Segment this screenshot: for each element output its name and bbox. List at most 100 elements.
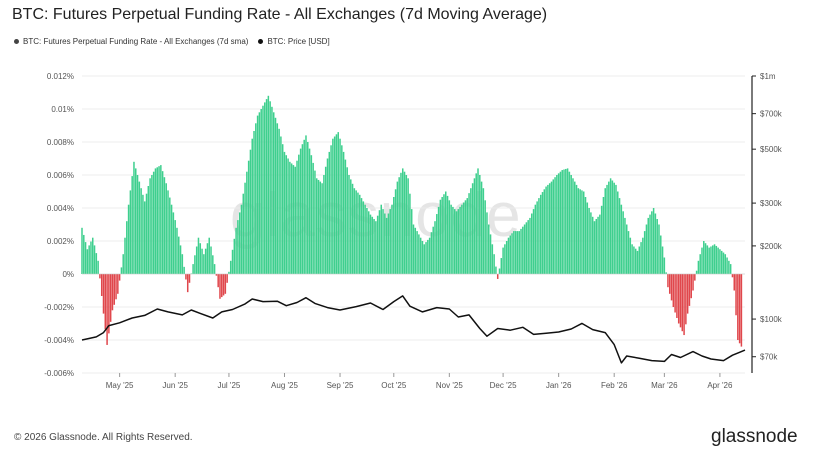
funding-bar-negative — [679, 274, 682, 328]
funding-bar-positive — [364, 204, 366, 274]
funding-bar-positive — [720, 250, 723, 274]
funding-bar-negative — [668, 274, 671, 294]
funding-bar-positive — [358, 194, 361, 274]
funding-bar-positive — [572, 178, 574, 274]
funding-bar-positive — [531, 213, 533, 274]
funding-bar-positive — [586, 202, 589, 274]
funding-bar-positive — [152, 171, 155, 274]
funding-bar-positive — [178, 236, 180, 274]
funding-bar-positive — [385, 217, 388, 274]
funding-bar-positive — [328, 151, 331, 274]
funding-bar-positive — [636, 250, 639, 274]
funding-bar-positive — [376, 215, 379, 274]
funding-bar-positive — [272, 112, 275, 274]
funding-bar-positive — [393, 197, 395, 274]
funding-bar-positive — [427, 239, 429, 274]
funding-bar-positive — [264, 102, 266, 275]
y-right-tick-label: $1m — [760, 72, 776, 81]
funding-bar-positive — [351, 183, 354, 274]
funding-bar-positive — [529, 217, 531, 274]
funding-bar-positive — [231, 249, 234, 274]
funding-bar-positive — [160, 165, 162, 274]
funding-bar-positive — [203, 254, 205, 274]
funding-bar-positive — [717, 247, 719, 274]
y-left-tick-label: 0.004% — [47, 204, 74, 213]
funding-bar-positive — [606, 184, 608, 274]
funding-bar-positive — [638, 246, 641, 274]
funding-bar-positive — [138, 181, 141, 274]
funding-bar-positive — [504, 244, 506, 274]
funding-bar-positive — [473, 178, 476, 274]
legend-item-price[interactable]: BTC: Price [USD] — [258, 37, 330, 46]
funding-bar-positive — [353, 188, 356, 274]
funding-bar-positive — [197, 237, 200, 274]
funding-bar-positive — [704, 243, 707, 274]
funding-bar-positive — [235, 227, 237, 274]
legend-dot-price — [258, 39, 264, 44]
funding-bar-positive — [91, 237, 94, 274]
y-left-tick-label: 0.01% — [51, 105, 74, 114]
funding-bar-positive — [319, 181, 322, 274]
funding-bar-positive — [378, 210, 381, 274]
funding-bar-negative — [685, 274, 687, 325]
funding-bar-negative — [118, 274, 121, 281]
funding-bar-positive — [710, 246, 712, 274]
funding-bar-positive — [488, 224, 490, 274]
y-left-tick-label: -0.006% — [44, 369, 74, 378]
funding-bar-positive — [728, 260, 730, 274]
funding-bar-positive — [384, 213, 386, 274]
funding-bar-positive — [163, 177, 166, 274]
legend-label-price: BTC: Price [USD] — [267, 37, 330, 46]
funding-bar-positive — [665, 272, 667, 274]
funding-bar-negative — [740, 274, 743, 347]
funding-bar-positive — [574, 181, 576, 274]
funding-bar-positive — [577, 188, 580, 274]
funding-bar-positive — [699, 254, 701, 274]
funding-bar-positive — [283, 151, 286, 274]
funding-bar-positive — [208, 237, 210, 274]
funding-bar-positive — [278, 128, 280, 274]
funding-bar-positive — [249, 149, 252, 274]
funding-bar-positive — [654, 213, 657, 274]
funding-bar-positive — [561, 170, 563, 274]
funding-bar-positive — [430, 232, 433, 274]
funding-bar-positive — [518, 231, 520, 274]
funding-bar-negative — [106, 274, 108, 345]
x-tick-label: Dec '25 — [490, 381, 517, 390]
funding-bar-positive — [136, 175, 139, 274]
funding-bar-positive — [534, 204, 537, 274]
funding-bar-positive — [84, 242, 87, 274]
funding-bar-positive — [627, 231, 630, 274]
funding-bar-positive — [332, 138, 334, 274]
funding-bar-positive — [181, 254, 184, 274]
funding-bar-negative — [681, 274, 684, 332]
funding-bar-positive — [287, 158, 289, 274]
funding-bar-positive — [584, 197, 587, 274]
funding-bar-negative — [690, 274, 692, 299]
funding-bar-positive — [237, 220, 239, 274]
funding-bar-negative — [224, 274, 227, 294]
funding-bar-positive — [357, 192, 359, 274]
funding-bar-negative — [186, 274, 189, 293]
funding-bar-positive — [296, 160, 298, 274]
funding-bar-positive — [212, 255, 214, 274]
funding-bar-positive — [724, 254, 727, 274]
funding-bar-positive — [307, 142, 309, 274]
funding-bar-positive — [609, 178, 612, 274]
funding-bar-positive — [412, 224, 415, 274]
funding-bar-positive — [301, 144, 304, 274]
funding-bar-positive — [305, 135, 307, 274]
funding-bar-positive — [556, 175, 558, 274]
price-line — [81, 295, 746, 364]
funding-bar-positive — [713, 244, 716, 274]
funding-bar-positive — [337, 132, 339, 274]
funding-bar-positive — [366, 208, 368, 274]
funding-bar-positive — [317, 179, 320, 274]
legend-item-funding-rate[interactable]: BTC: Futures Perpetual Funding Rate - Al… — [14, 37, 248, 46]
funding-bar-positive — [145, 193, 148, 274]
funding-bar-positive — [86, 249, 89, 274]
funding-bar-positive — [276, 123, 279, 274]
funding-bar-positive — [326, 158, 329, 274]
funding-bar-negative — [672, 274, 675, 307]
funding-bar-positive — [541, 192, 544, 274]
